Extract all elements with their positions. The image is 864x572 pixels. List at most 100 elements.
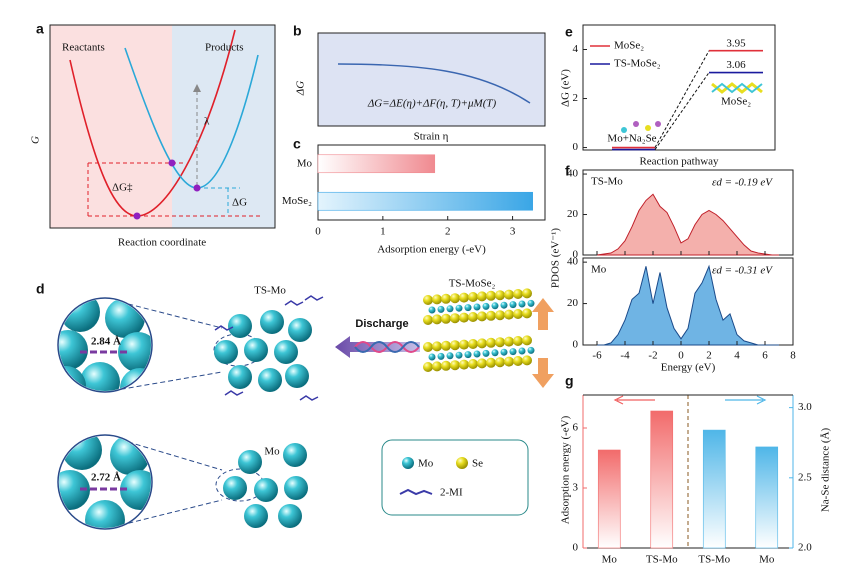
x-tick-label: TS-Mo [698, 554, 730, 566]
atom [437, 352, 445, 360]
product-region [172, 25, 275, 228]
atom [495, 357, 505, 368]
atom [495, 310, 505, 321]
atom [518, 347, 526, 355]
atom [80, 362, 120, 391]
subplot-label: TS-Mo [591, 176, 623, 188]
distance-label: 2.84 Å [91, 336, 121, 348]
atom [491, 349, 499, 357]
atom [459, 339, 469, 350]
ligand [284, 300, 304, 306]
annotation: εd = -0.19 eV [712, 177, 773, 189]
atom [522, 355, 532, 366]
state-label: MoSe₂ [721, 96, 751, 108]
subplot-label: Mo [591, 264, 607, 276]
y2-tick-label: 2.5 [798, 471, 812, 483]
y-tick-label: 3 [573, 482, 579, 494]
axes-frame [582, 24, 776, 151]
atom [522, 335, 532, 346]
atom [513, 356, 523, 366]
label: Mo [264, 446, 280, 458]
atom [60, 299, 100, 332]
atom [228, 365, 252, 389]
panel-letter: e [565, 24, 573, 40]
atom [468, 292, 478, 302]
atom [441, 360, 451, 371]
atom [486, 310, 496, 321]
y-tick-label: 0 [573, 542, 579, 554]
atom [450, 340, 460, 351]
atom [254, 478, 278, 502]
2mi-icon [399, 488, 433, 496]
axes-frame [317, 144, 546, 221]
atom [238, 450, 262, 474]
atom [288, 318, 312, 342]
label: λ [204, 116, 210, 128]
label: Products [205, 42, 244, 54]
bar [317, 191, 533, 211]
atom [260, 310, 284, 334]
label: ΔG‡ [112, 182, 133, 194]
pdos-area [596, 193, 779, 256]
x-tick-label: 4 [734, 350, 740, 362]
atom [459, 292, 469, 303]
atom [486, 290, 496, 301]
atom [482, 349, 490, 357]
atom [446, 305, 454, 313]
left-arrow [613, 395, 655, 405]
atom [441, 313, 451, 324]
atom [423, 295, 433, 305]
atom [477, 338, 487, 349]
atom [509, 301, 517, 309]
atom [459, 312, 469, 323]
reactant-region [50, 25, 172, 228]
atom [244, 504, 268, 528]
bar [702, 429, 726, 549]
state-label: Mo+Na₂Se [607, 133, 656, 145]
atom [423, 342, 433, 352]
y-tick-label: 0 [573, 339, 579, 351]
atom [504, 289, 514, 300]
atom [522, 308, 532, 319]
y-axis-label: ΔG [295, 81, 307, 96]
atom [258, 368, 282, 392]
atom [491, 302, 499, 310]
atom [446, 352, 454, 360]
atom [437, 305, 445, 313]
atom [464, 304, 472, 312]
expand-arrow [532, 358, 554, 388]
x-tick-label: -4 [620, 350, 630, 362]
atom [423, 362, 433, 372]
ligand [299, 395, 319, 401]
label: ΔG [232, 197, 247, 209]
y-tick-label: 40 [567, 168, 579, 180]
label: Discharge [355, 318, 408, 330]
panel-letter: f [565, 163, 570, 179]
atom [464, 351, 472, 359]
value-label: 3.95 [726, 37, 746, 49]
atom [477, 311, 487, 322]
discharge-arrow [335, 336, 420, 358]
distance-label: 2.72 Å [91, 472, 121, 484]
atom [513, 309, 523, 319]
panel-letter: c [293, 136, 301, 152]
y-tick-label: Mo [297, 157, 313, 169]
y2-axis-label: Na-Se distance (Å) [820, 428, 832, 513]
right-arrow [725, 395, 767, 405]
atom [428, 353, 436, 361]
atom [504, 309, 514, 320]
point [193, 184, 201, 192]
atom [473, 303, 481, 311]
atom [455, 304, 463, 312]
atom [468, 312, 478, 322]
x-tick-label: -2 [648, 350, 657, 362]
bar [755, 446, 779, 549]
atom [522, 288, 532, 299]
atom [495, 290, 505, 301]
atom [214, 340, 238, 364]
x-tick-label: Mo [759, 554, 775, 566]
atom [283, 443, 307, 467]
y-tick-label: 20 [567, 297, 579, 309]
x-axis-label: Reaction coordinate [118, 237, 206, 249]
atom [486, 357, 496, 368]
